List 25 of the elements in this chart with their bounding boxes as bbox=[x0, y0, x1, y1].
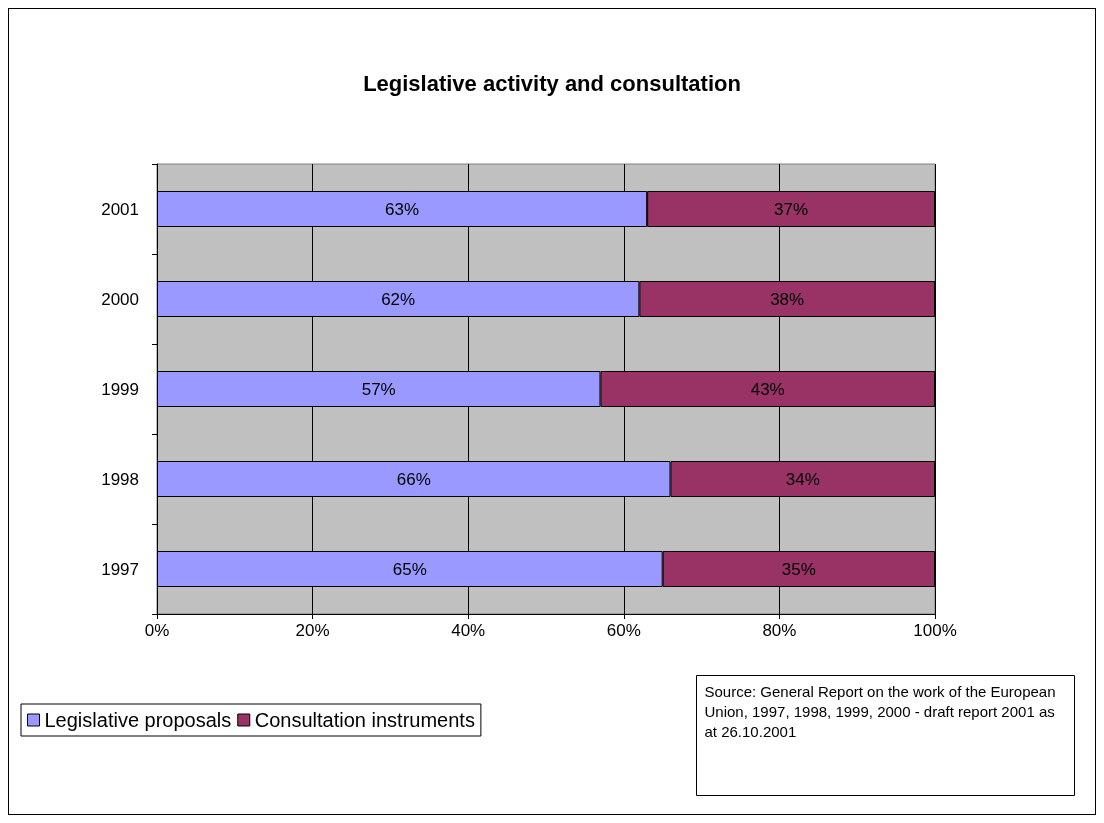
x-tick-label: 100% bbox=[913, 621, 957, 640]
data-label: 66% bbox=[396, 469, 431, 489]
data-label: 65% bbox=[392, 559, 427, 579]
source-note: Source: General Report on the work of the European Union, 1997, 1998, 1999, 2000 - draft report 2001 as at 26.10.2001 bbox=[704, 683, 1060, 740]
x-tick-label: 80% bbox=[762, 621, 797, 640]
legend-label: Legislative proposals bbox=[44, 709, 232, 731]
y-tick-label: 1998 bbox=[101, 469, 139, 489]
y-tick-label: 1999 bbox=[101, 379, 139, 399]
y-tick-label: 2001 bbox=[101, 199, 139, 219]
data-label: 37% bbox=[774, 199, 809, 219]
legend-label: Consultation instruments bbox=[254, 709, 475, 731]
data-label: 38% bbox=[770, 289, 805, 309]
data-label: 63% bbox=[385, 199, 420, 219]
x-tick-label: 20% bbox=[295, 621, 330, 640]
data-label: 62% bbox=[381, 289, 416, 309]
x-tick-label: 60% bbox=[606, 621, 641, 640]
chart-title: Legislative activity and consultation bbox=[363, 70, 741, 96]
x-tick-label: 0% bbox=[144, 621, 170, 640]
data-label: 34% bbox=[785, 469, 820, 489]
y-tick-label: 1997 bbox=[101, 559, 139, 579]
y-tick-label: 2000 bbox=[101, 289, 139, 309]
data-label: 35% bbox=[781, 559, 816, 579]
x-tick-label: 40% bbox=[451, 621, 486, 640]
data-label: 43% bbox=[750, 379, 785, 399]
data-label: 57% bbox=[361, 379, 396, 399]
